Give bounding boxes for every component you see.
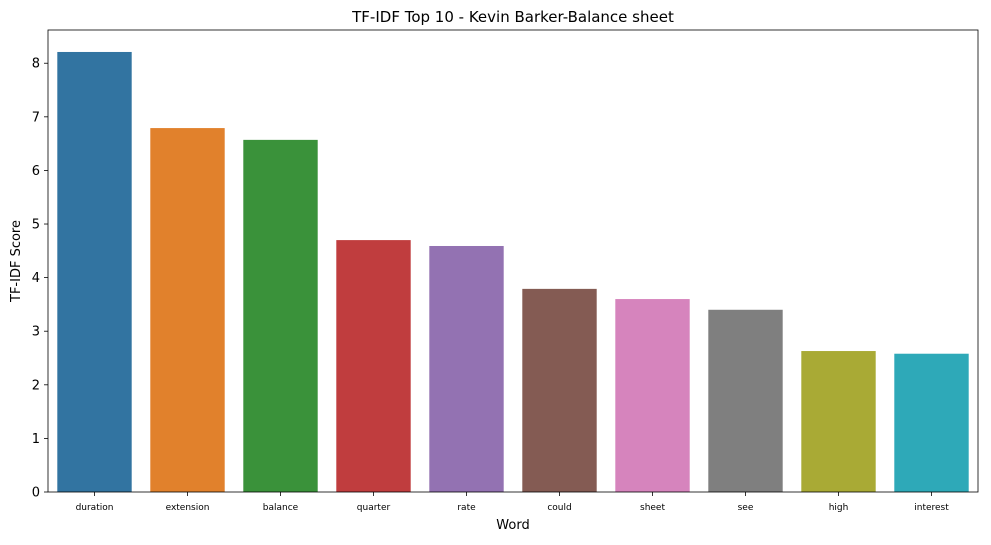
bars-group [57,51,969,492]
bar-balance [243,139,318,492]
y-axis: 0 1 2 3 4 5 6 7 8 [32,57,48,501]
x-tick-label-rate: rate [457,503,476,513]
y-tick-label-6: 6 [32,164,40,179]
bar-high [801,351,876,492]
x-axis-label: Word [496,518,529,533]
x-tick-label-see: see [738,503,754,513]
bar-extension [150,128,225,492]
x-tick-label-duration: duration [76,503,114,513]
bar-quarter [336,240,411,492]
x-tick-label-high: high [829,503,849,513]
x-tick-label-sheet: sheet [640,503,665,513]
x-axis: duration extension balance quarter rate could… [76,492,949,513]
x-tick-label-quarter: quarter [357,503,391,513]
y-tick-label-1: 1 [32,432,40,447]
plot-frame [47,29,979,493]
bar-sheet [615,299,690,492]
y-tick-label-0: 0 [32,486,40,501]
bar-could [522,288,597,492]
bar-see [708,309,783,492]
y-tick-label-2: 2 [32,378,40,393]
x-tick-label-balance: balance [263,503,299,513]
chart-title: TF-IDF Top 10 - Kevin Barker-Balance she… [351,8,674,26]
y-tick-label-4: 4 [32,271,40,286]
y-tick-label-8: 8 [32,57,40,72]
bar-rate [429,245,504,492]
bar-duration [57,51,132,492]
y-tick-label-3: 3 [32,325,40,340]
bar-interest [894,353,969,492]
x-tick-label-extension: extension [166,503,210,513]
x-tick-label-interest: interest [914,503,949,513]
y-axis-label: TF-IDF Score [9,220,24,303]
y-tick-label-7: 7 [32,110,40,125]
x-tick-label-could: could [547,503,571,513]
y-tick-label-5: 5 [32,218,40,233]
